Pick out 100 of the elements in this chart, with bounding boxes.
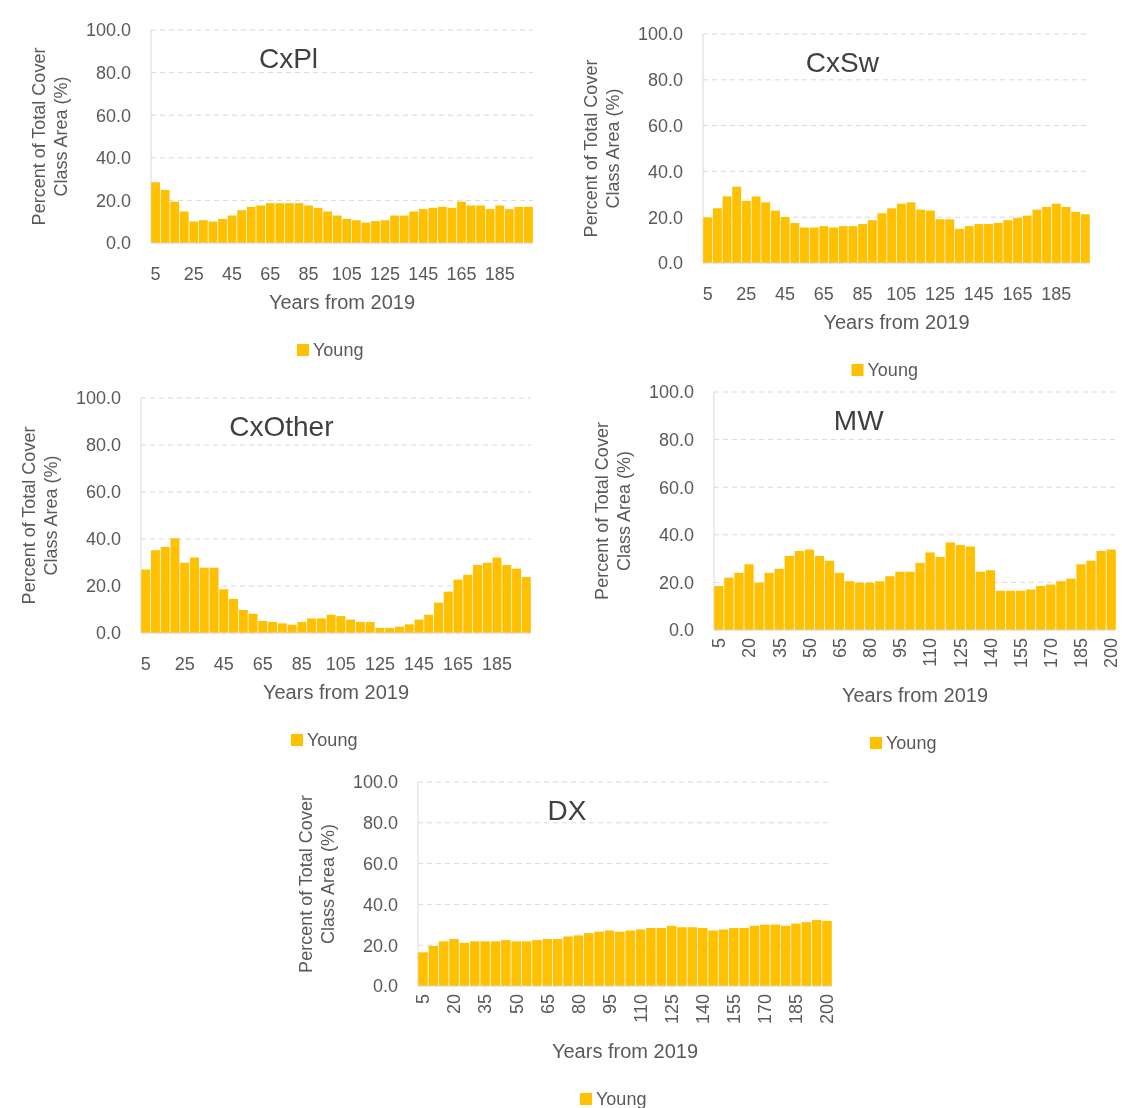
- x-tick-label: 95: [890, 638, 911, 659]
- x-tick-label: 165: [442, 654, 474, 674]
- y-tick-label: 20.0: [658, 572, 694, 593]
- y-tick-label: 60.0: [95, 105, 131, 126]
- y-axis-title: Percent of Total Cover Class Area (%): [296, 795, 338, 973]
- x-tick-label: 65: [537, 994, 558, 1015]
- y-tick-label: 80.0: [95, 62, 131, 83]
- x-tick-label: 80: [860, 638, 881, 659]
- y-tick-label: 80.0: [647, 70, 683, 91]
- x-tick-label: 85: [291, 654, 312, 674]
- x-tick-label: 125: [925, 284, 956, 304]
- y-tick-label: 40.0: [85, 529, 121, 550]
- x-tick-label: 110: [630, 994, 651, 1023]
- y-tick-label: 60.0: [85, 482, 121, 503]
- legend-label: Young: [313, 340, 364, 360]
- x-tick-label: 125: [364, 654, 395, 674]
- x-tick-label: 35: [475, 994, 496, 1015]
- x-tick-label: 80: [568, 994, 589, 1015]
- y-tick-label: 20.0: [95, 190, 131, 211]
- text: CxPl: [258, 43, 319, 74]
- x-tick-label: 5: [702, 284, 713, 304]
- x-tick-label: 155: [1010, 638, 1031, 669]
- y-tick-label: 80.0: [362, 813, 398, 834]
- y-tick-label: 100.0: [637, 24, 683, 45]
- x-tick-label: 95: [599, 994, 620, 1015]
- y-tick-label: 40.0: [658, 525, 694, 546]
- y-tick-label: 60.0: [362, 853, 398, 874]
- y-tick-label: 60.0: [658, 477, 694, 498]
- y-tick-label: 60.0: [647, 115, 683, 136]
- text: CxOther: [229, 411, 334, 442]
- y-axis-title: Percent of Total Cover Class Area (%): [581, 59, 623, 238]
- x-tick-label: 20: [444, 994, 465, 1015]
- x-tick-label: 65: [829, 638, 850, 659]
- y-axis-title: Percent of Total Cover Class Area (%): [19, 426, 61, 605]
- y-tick-label: 100.0: [85, 20, 131, 41]
- x-tick-label: 145: [408, 264, 439, 284]
- x-tick-label: 5: [150, 264, 161, 284]
- x-tick-label: 25: [736, 284, 757, 304]
- x-tick-label: 45: [775, 284, 796, 304]
- x-tick-label: 165: [446, 264, 477, 284]
- x-tick-label: 65: [252, 654, 273, 674]
- x-tick-label: 185: [484, 264, 515, 284]
- x-tick-label: 125: [950, 638, 971, 669]
- x-tick-label: 65: [813, 284, 834, 304]
- y-tick-label: 0.0: [668, 620, 694, 641]
- x-axis-title: Years from 2019: [551, 1040, 699, 1062]
- x-tick-label: 35: [769, 638, 790, 659]
- x-tick-label: 155: [724, 994, 745, 1025]
- x-tick-label: 65: [260, 264, 281, 284]
- x-tick-label: 105: [886, 284, 917, 304]
- text: MW: [833, 405, 885, 436]
- x-tick-label: 185: [786, 994, 807, 1025]
- x-tick-label: 50: [799, 638, 820, 659]
- x-tick-label: 5: [413, 994, 434, 1005]
- x-tick-label: 185: [482, 654, 513, 674]
- y-tick-label: 20.0: [647, 207, 683, 228]
- x-tick-label: 110: [920, 638, 941, 667]
- legend-label: Young: [307, 730, 358, 750]
- x-tick-label: 105: [331, 264, 362, 284]
- legend-label: Young: [596, 1089, 647, 1108]
- y-tick-label: 0.0: [95, 623, 121, 644]
- x-tick-label: 5: [709, 638, 730, 649]
- legend-label: Young: [867, 360, 918, 380]
- x-tick-label: 145: [963, 284, 994, 304]
- y-tick-label: 100.0: [648, 382, 694, 403]
- x-tick-label: 85: [852, 284, 873, 304]
- x-tick-label: 45: [213, 654, 234, 674]
- y-tick-label: 40.0: [647, 161, 683, 182]
- y-tick-label: 100.0: [75, 388, 121, 409]
- y-tick-label: 80.0: [658, 429, 694, 450]
- y-tick-label: 40.0: [95, 148, 131, 169]
- x-tick-label: 45: [222, 264, 243, 284]
- text: DX: [547, 795, 587, 826]
- x-tick-label: 125: [661, 994, 682, 1025]
- x-tick-label: 105: [325, 654, 356, 674]
- x-tick-label: 145: [403, 654, 434, 674]
- y-tick-label: 0.0: [105, 233, 131, 254]
- x-tick-label: 200: [817, 994, 838, 1025]
- y-axis-title: Percent of Total Cover Class Area (%): [592, 422, 634, 600]
- y-tick-label: 0.0: [372, 976, 398, 997]
- x-tick-label: 140: [693, 994, 713, 1025]
- text: CxSw: [805, 47, 880, 78]
- x-axis-title: Years from 2019: [841, 684, 989, 706]
- x-tick-label: 170: [755, 994, 776, 1025]
- y-axis-title: Percent of Total Cover Class Area (%): [29, 47, 71, 226]
- x-tick-label: 185: [1071, 638, 1092, 669]
- x-tick-label: 125: [369, 264, 401, 284]
- y-tick-label: 100.0: [352, 772, 398, 793]
- legend-label: Young: [886, 733, 937, 753]
- x-tick-label: 25: [183, 264, 204, 284]
- y-tick-label: 40.0: [362, 894, 398, 915]
- x-tick-label: 185: [1041, 284, 1072, 304]
- x-tick-label: 170: [1041, 638, 1062, 669]
- y-tick-label: 20.0: [362, 935, 398, 956]
- x-tick-label: 85: [298, 264, 319, 284]
- x-axis-title: Years from 2019: [268, 291, 416, 313]
- y-tick-label: 0.0: [657, 253, 683, 274]
- x-tick-label: 165: [1002, 284, 1033, 304]
- y-tick-label: 80.0: [85, 435, 121, 456]
- x-tick-label: 200: [1101, 638, 1122, 669]
